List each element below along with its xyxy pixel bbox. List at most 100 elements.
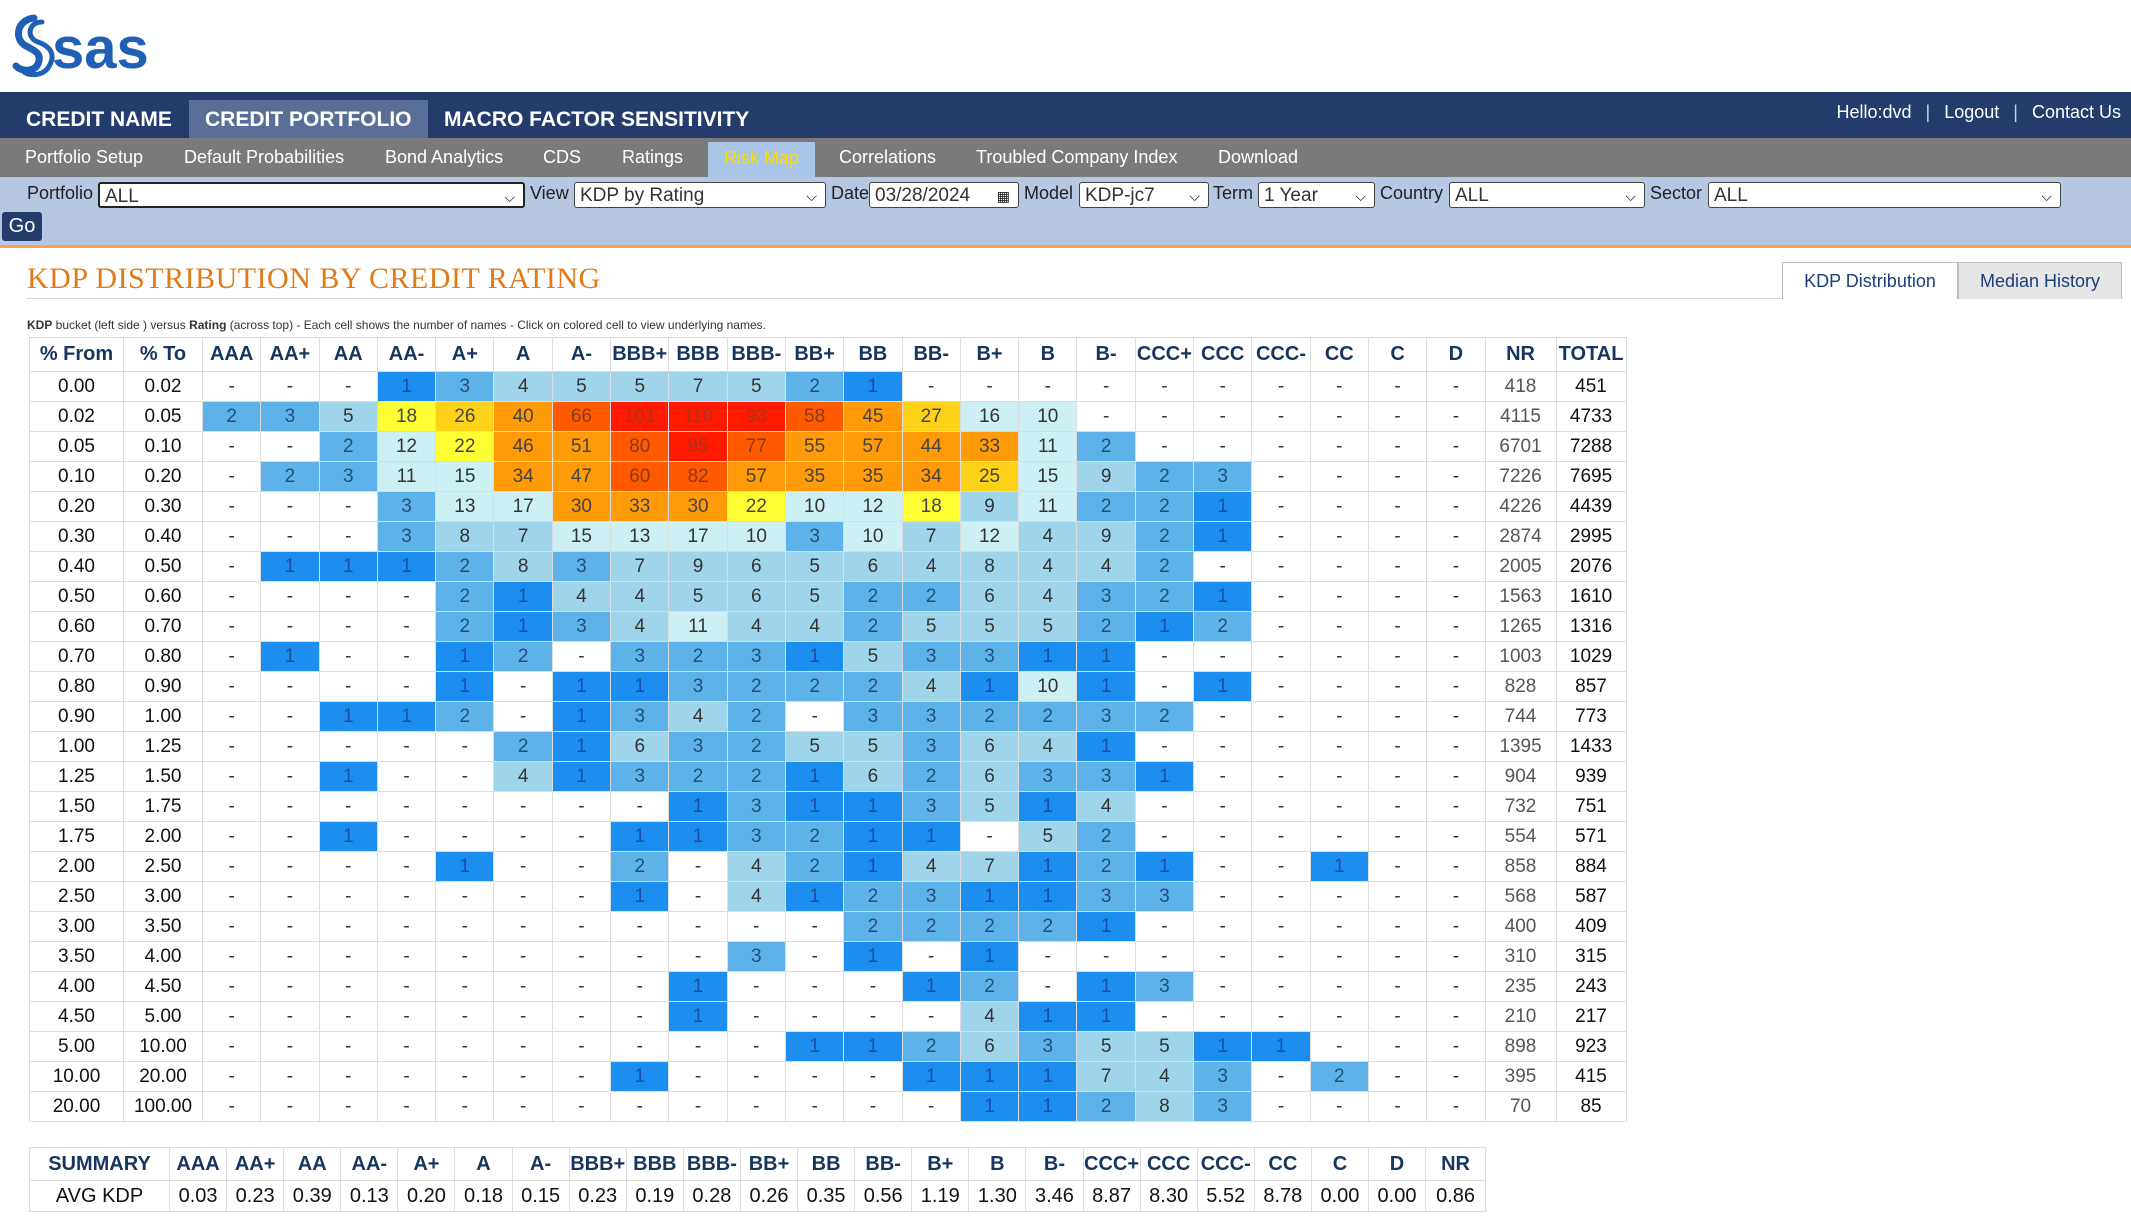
rating-count-cell[interactable]: 34	[901, 461, 961, 492]
rating-count-cell[interactable]: 10	[843, 521, 903, 552]
rating-count-cell[interactable]: 7	[959, 851, 1020, 882]
rating-count-cell[interactable]: 2	[1076, 611, 1136, 642]
rating-count-cell[interactable]: 1	[435, 641, 495, 672]
rating-count-cell[interactable]: 5	[959, 611, 1020, 642]
rating-count-cell[interactable]: 2	[901, 761, 961, 792]
rating-count-cell[interactable]: 3	[551, 551, 612, 582]
rating-count-cell[interactable]: 2	[901, 1031, 961, 1062]
rating-count-cell[interactable]: 57	[726, 461, 786, 492]
contact-us-link[interactable]: Contact Us	[2031, 102, 2121, 122]
rating-count-cell[interactable]: 1	[376, 701, 437, 732]
rating-count-cell[interactable]: 1	[843, 851, 903, 882]
rating-count-cell[interactable]: 1	[784, 1031, 845, 1062]
rating-count-cell[interactable]: 4	[1018, 731, 1078, 762]
rating-count-cell[interactable]: 2	[726, 671, 786, 702]
rating-count-cell[interactable]: 1	[493, 581, 553, 612]
rating-count-cell[interactable]: 1	[551, 701, 612, 732]
rating-count-cell[interactable]: 3	[843, 701, 903, 732]
rating-count-cell[interactable]: 2	[1134, 581, 1195, 612]
rating-count-cell[interactable]: 1	[843, 791, 903, 822]
rating-count-cell[interactable]: 1	[610, 1061, 670, 1092]
rating-count-cell[interactable]: 2	[1076, 821, 1136, 852]
rating-count-cell[interactable]: 3	[1076, 761, 1136, 792]
rating-count-cell[interactable]: 1	[1076, 1001, 1136, 1032]
rating-count-cell[interactable]: 18	[901, 491, 961, 522]
rating-count-cell[interactable]: 80	[610, 431, 670, 462]
tab-macro-factor-sensitivity[interactable]: MACRO FACTOR SENSITIVITY	[444, 108, 750, 131]
rating-count-cell[interactable]: 22	[726, 491, 786, 522]
rating-count-cell[interactable]: 1	[260, 551, 320, 582]
rating-count-cell[interactable]: 2	[610, 851, 670, 882]
rating-count-cell[interactable]: 4	[493, 371, 553, 402]
rating-count-cell[interactable]: 6	[843, 551, 903, 582]
rating-count-cell[interactable]: 7	[610, 551, 670, 582]
rating-count-cell[interactable]: 1	[1193, 1031, 1253, 1062]
rating-count-cell[interactable]: 1	[1193, 521, 1253, 552]
subtab-portfolio-setup[interactable]: Portfolio Setup	[25, 147, 144, 167]
rating-count-cell[interactable]: 8	[435, 521, 495, 552]
rating-count-cell[interactable]: 2	[1134, 701, 1195, 732]
rating-count-cell[interactable]: 77	[726, 431, 786, 462]
rating-count-cell[interactable]: 3	[726, 641, 786, 672]
rating-count-cell[interactable]: 17	[493, 491, 553, 522]
rating-count-cell[interactable]: 3	[1193, 461, 1253, 492]
rating-count-cell[interactable]: 2	[1076, 1091, 1136, 1122]
rating-count-cell[interactable]: 1	[668, 791, 728, 822]
rating-count-cell[interactable]: 5	[784, 581, 845, 612]
model-select[interactable]: KDP-jc7 ⌵	[1079, 182, 1209, 208]
tab-median-history[interactable]: Median History	[1958, 262, 2122, 299]
rating-count-cell[interactable]: 2	[843, 671, 903, 702]
rating-count-cell[interactable]: 3	[610, 701, 670, 732]
rating-count-cell[interactable]: 27	[901, 401, 961, 432]
rating-count-cell[interactable]: 4	[610, 611, 670, 642]
rating-count-cell[interactable]: 2	[1134, 521, 1195, 552]
rating-count-cell[interactable]: 6	[959, 761, 1020, 792]
rating-count-cell[interactable]: 7	[668, 371, 728, 402]
rating-count-cell[interactable]: 110	[668, 401, 728, 432]
rating-count-cell[interactable]: 58	[784, 401, 845, 432]
rating-count-cell[interactable]: 3	[901, 731, 961, 762]
rating-count-cell[interactable]: 2	[726, 761, 786, 792]
rating-count-cell[interactable]: 1	[959, 881, 1020, 912]
rating-count-cell[interactable]: 1	[610, 671, 670, 702]
rating-count-cell[interactable]: 3	[376, 491, 437, 522]
rating-count-cell[interactable]: 2	[493, 731, 553, 762]
rating-count-cell[interactable]: 44	[901, 431, 961, 462]
rating-count-cell[interactable]: 30	[668, 491, 728, 522]
rating-count-cell[interactable]: 4	[959, 1001, 1020, 1032]
rating-count-cell[interactable]: 30	[551, 491, 612, 522]
rating-count-cell[interactable]: 15	[1018, 461, 1078, 492]
rating-count-cell[interactable]: 13	[610, 521, 670, 552]
rating-count-cell[interactable]: 8	[959, 551, 1020, 582]
rating-count-cell[interactable]: 3	[959, 641, 1020, 672]
rating-count-cell[interactable]: 2	[493, 641, 553, 672]
rating-count-cell[interactable]: 1	[551, 671, 612, 702]
rating-count-cell[interactable]: 45	[843, 401, 903, 432]
subtab-cds[interactable]: CDS	[543, 147, 582, 167]
rating-count-cell[interactable]: 1	[668, 821, 728, 852]
rating-count-cell[interactable]: 11	[1018, 431, 1078, 462]
rating-count-cell[interactable]: 17	[668, 521, 728, 552]
rating-count-cell[interactable]: 5	[901, 611, 961, 642]
rating-count-cell[interactable]: 1	[784, 761, 845, 792]
rating-count-cell[interactable]: 55	[784, 431, 845, 462]
rating-count-cell[interactable]: 3	[376, 521, 437, 552]
subtab-troubled-company-index[interactable]: Troubled Company Index	[976, 147, 1178, 167]
rating-count-cell[interactable]: 5	[1018, 611, 1078, 642]
rating-count-cell[interactable]: 2	[1018, 911, 1078, 942]
rating-count-cell[interactable]: 9	[1076, 521, 1136, 552]
rating-count-cell[interactable]: 1	[1018, 851, 1078, 882]
rating-count-cell[interactable]: 2	[435, 611, 495, 642]
rating-count-cell[interactable]: 5	[1134, 1031, 1195, 1062]
rating-count-cell[interactable]: 12	[959, 521, 1020, 552]
rating-count-cell[interactable]: 1	[1134, 851, 1195, 882]
rating-count-cell[interactable]: 33	[959, 431, 1020, 462]
rating-count-cell[interactable]: 51	[551, 431, 612, 462]
rating-count-cell[interactable]: 101	[610, 401, 670, 432]
rating-count-cell[interactable]: 1	[1309, 851, 1369, 882]
rating-count-cell[interactable]: 5	[1076, 1031, 1136, 1062]
rating-count-cell[interactable]: 12	[843, 491, 903, 522]
rating-count-cell[interactable]: 2	[1309, 1061, 1369, 1092]
rating-count-cell[interactable]: 34	[493, 461, 553, 492]
rating-count-cell[interactable]: 5	[959, 791, 1020, 822]
